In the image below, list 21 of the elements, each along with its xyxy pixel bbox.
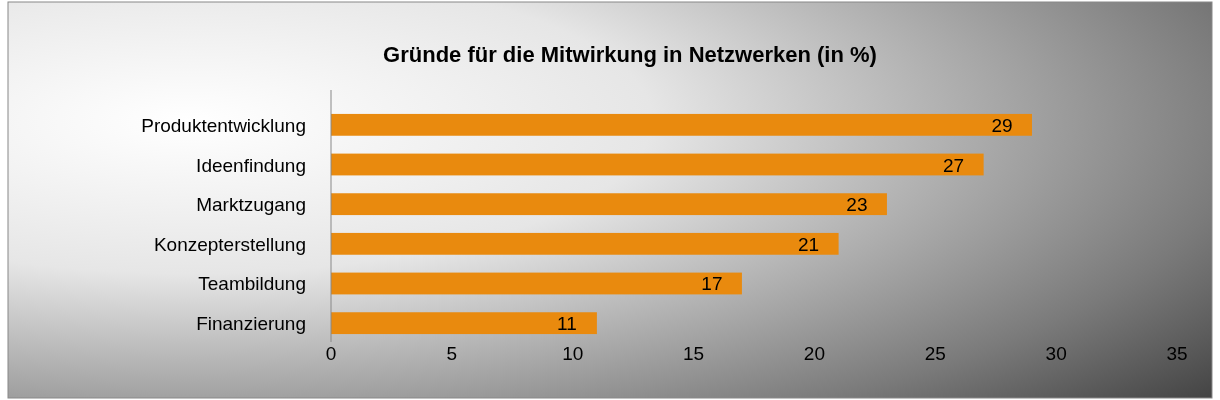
x-tick-label: 25: [924, 343, 946, 364]
x-tick-label: 15: [683, 343, 705, 364]
x-tick-label: 20: [803, 343, 825, 364]
x-tick-label: 35: [1166, 343, 1188, 364]
y-tick-label: Marktzugang: [196, 194, 306, 216]
x-tick-label: 0: [325, 343, 337, 364]
x-tick-label: 10: [562, 343, 584, 364]
data-label: 29: [991, 114, 1013, 136]
data-label: 17: [701, 273, 723, 295]
y-tick-label: Finanzierung: [196, 313, 306, 335]
data-label: 21: [798, 233, 820, 255]
data-label: 23: [846, 194, 868, 216]
y-tick-label: Ideenfindung: [196, 154, 306, 176]
y-tick-label: Konzepterstellung: [153, 233, 306, 255]
data-label: 27: [943, 154, 965, 176]
y-tick-label: Produktentwicklung: [141, 114, 306, 136]
x-tick-label: 5: [446, 343, 458, 364]
chart-title: Gründe für die Mitwirkung in Netzwerken (in %): [383, 42, 877, 67]
y-tick-label: Teambildung: [198, 273, 306, 295]
x-tick-label: 30: [1045, 343, 1067, 364]
data-label: 11: [557, 313, 577, 335]
